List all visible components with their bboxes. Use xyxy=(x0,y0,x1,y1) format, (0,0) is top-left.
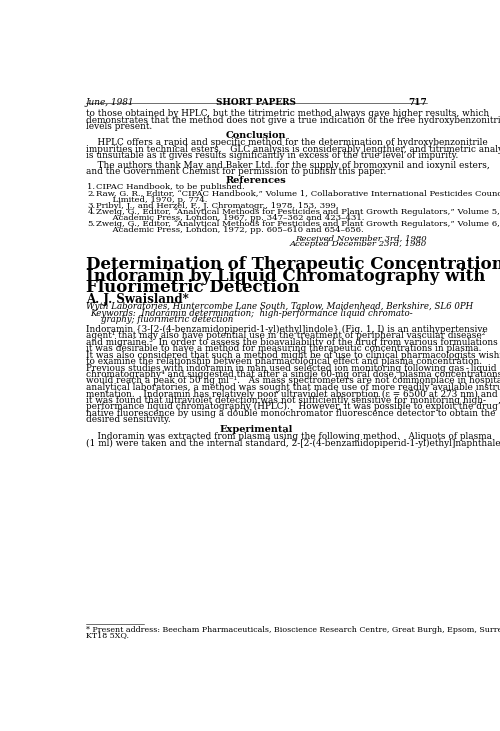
Text: to those obtained by HPLC, but the titrimetric method always gave higher results: to those obtained by HPLC, but the titri… xyxy=(86,109,489,118)
Text: The authors thank May and Baker Ltd. for the supply of bromoxynil and ioxynil es: The authors thank May and Baker Ltd. for… xyxy=(86,161,489,170)
Text: Keywords:  Indoramin determination;  high-performance liquid chromato-: Keywords: Indoramin determination; high-… xyxy=(90,309,412,319)
Text: Academic Press, London, 1967, pp. 347–362 and 423–431.: Academic Press, London, 1967, pp. 347–36… xyxy=(96,214,364,222)
Text: and migraine.³  In order to assess the bioavailability of the drug from various : and migraine.³ In order to assess the bi… xyxy=(86,338,498,346)
Text: to examine the relationship between pharmacological effect and plasma concentrat: to examine the relationship between phar… xyxy=(86,357,482,366)
Text: chromatography⁴ and suggested that after a single 60-mg oral dose, plasma concen: chromatography⁴ and suggested that after… xyxy=(86,370,500,379)
Text: is unsuitable as it gives results significantly in excess of the true level of i: is unsuitable as it gives results signif… xyxy=(86,151,458,160)
Text: agent¹ that may also have potential use in the treatment of peripheral vascular : agent¹ that may also have potential use … xyxy=(86,331,485,340)
Text: Previous studies with indoramin in man used selected ion monitoring following ga: Previous studies with indoramin in man u… xyxy=(86,363,496,373)
Text: A. J. Swaisland*: A. J. Swaisland* xyxy=(86,293,188,306)
Text: Academic Press, London, 1972, pp. 605–610 and 654–656.: Academic Press, London, 1972, pp. 605–61… xyxy=(96,227,363,235)
Text: Indoramin by Liquid Chromatography with: Indoramin by Liquid Chromatography with xyxy=(86,268,485,284)
Text: HPLC offers a rapid and specific method for the determination of hydroxybenzonit: HPLC offers a rapid and specific method … xyxy=(86,138,487,148)
Text: would reach a peak of 50 ng ml⁻¹.   As mass spectrometers are not commonplace in: would reach a peak of 50 ng ml⁻¹. As mas… xyxy=(86,376,500,385)
Text: 5.: 5. xyxy=(88,220,96,228)
Text: Received November 3rd, 1980: Received November 3rd, 1980 xyxy=(295,234,427,242)
Text: KT18 5XQ.: KT18 5XQ. xyxy=(86,632,129,640)
Text: 1.: 1. xyxy=(88,183,96,192)
Text: demonstrates that the method does not give a true indication of the free hydroxy: demonstrates that the method does not gi… xyxy=(86,115,500,125)
Text: Zweig, G., Editor, “Analytical Methods for Pesticides and Plant Growth Regulator: Zweig, G., Editor, “Analytical Methods f… xyxy=(96,220,499,228)
Text: native fluorescence by using a double monochromator fluorescence detector to obt: native fluorescence by using a double mo… xyxy=(86,409,495,418)
Text: Fluorimetric Detection: Fluorimetric Detection xyxy=(86,279,300,297)
Text: Conclusion: Conclusion xyxy=(226,131,286,140)
Text: analytical laboratories, a method was sought that made use of more readily avail: analytical laboratories, a method was so… xyxy=(86,383,500,392)
Text: SHORT PAPERS: SHORT PAPERS xyxy=(216,98,296,107)
Text: Indoramin was extracted from plasma using the following method.   Aliquots of pl: Indoramin was extracted from plasma usin… xyxy=(86,432,492,441)
Text: desired sensitivity.: desired sensitivity. xyxy=(86,415,170,424)
Text: Accepted December 23rd, 1980: Accepted December 23rd, 1980 xyxy=(290,240,427,249)
Text: graphy; fluorimetric detection: graphy; fluorimetric detection xyxy=(90,316,233,325)
Text: June, 1981: June, 1981 xyxy=(86,98,134,107)
Text: mentation.   Indoramin has relatively poor ultraviolet absorption (ε = 6500 at 2: mentation. Indoramin has relatively poor… xyxy=(86,390,498,398)
Text: References: References xyxy=(226,176,286,185)
Text: levels present.: levels present. xyxy=(86,122,152,132)
Text: 717: 717 xyxy=(408,98,427,107)
Text: and the Government Chemist for permission to publish this paper.: and the Government Chemist for permissio… xyxy=(86,167,386,176)
Text: performance liquid chromatography (HPLC).   However, it was possible to exploit : performance liquid chromatography (HPLC)… xyxy=(86,402,500,412)
Text: CIPAC Handbook, to be published.: CIPAC Handbook, to be published. xyxy=(96,183,244,192)
Text: Indoramin {3-[2-(4-benzamidopiperid-1-yl)ethyl]indole} (Fig. 1, I) is an antihyp: Indoramin {3-[2-(4-benzamidopiperid-1-yl… xyxy=(86,325,487,334)
Text: Wyth Laboratories, Huntercombe Lane South, Taplow, Maidenhead, Berkshire, SL6 0P: Wyth Laboratories, Huntercombe Lane Sout… xyxy=(86,302,473,311)
Text: (1 ml) were taken and the internal standard, 2-[2-(4-benzamidopiperid-1-yl)ethyl: (1 ml) were taken and the internal stand… xyxy=(86,439,500,447)
Text: Raw, G. R., Editor, “CIPAC Handbook,” Volume 1, Collaborative International Pest: Raw, G. R., Editor, “CIPAC Handbook,” Vo… xyxy=(96,189,500,197)
Text: 4.: 4. xyxy=(88,208,96,216)
Text: Experimental: Experimental xyxy=(220,425,293,433)
Text: impurities in technical esters.   GLC analysis is considerably lengthier, and ti: impurities in technical esters. GLC anal… xyxy=(86,145,500,154)
Text: * Present address: Beecham Pharmaceuticals, Bioscience Research Centre, Great Bu: * Present address: Beecham Pharmaceutica… xyxy=(86,626,500,634)
Text: it was found that ultraviolet detection was not sufficiently sensitive for monit: it was found that ultraviolet detection … xyxy=(86,396,486,405)
Text: It was also considered that such a method might be of use to clinical pharmacolo: It was also considered that such a metho… xyxy=(86,351,500,360)
Text: Limited, 1970, p. 774.: Limited, 1970, p. 774. xyxy=(96,196,208,204)
Text: Determination of Therapeutic Concentrations of: Determination of Therapeutic Concentrati… xyxy=(86,256,500,273)
Text: Zweig, G., Editor, “Analytical Methods for Pesticides and Plant Growth Regulator: Zweig, G., Editor, “Analytical Methods f… xyxy=(96,208,499,216)
Text: Pribyl, J., and Herzel, F., J. Chromatogr., 1978, 153, 399.: Pribyl, J., and Herzel, F., J. Chromatog… xyxy=(96,202,338,210)
Text: 3.: 3. xyxy=(88,202,96,210)
Text: 2.: 2. xyxy=(88,189,96,197)
Text: it was desirable to have a method for measuring therapeutic concentrations in pl: it was desirable to have a method for me… xyxy=(86,344,481,353)
